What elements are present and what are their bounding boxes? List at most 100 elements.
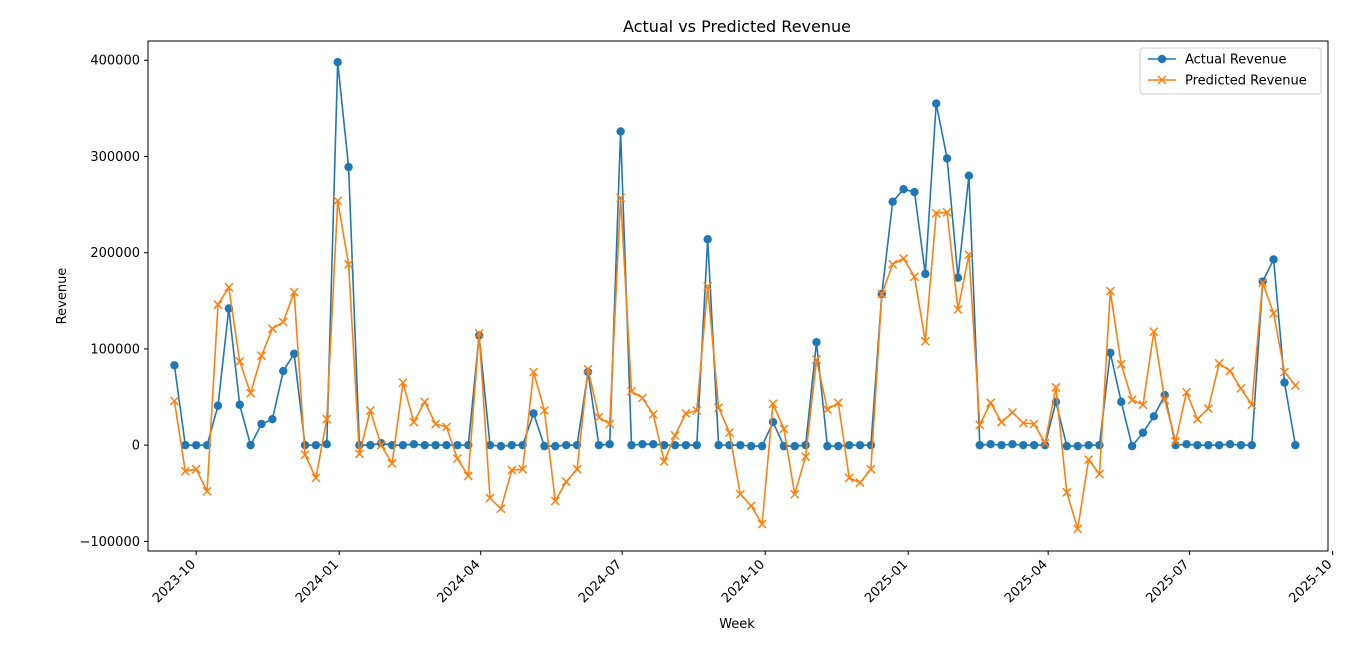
data-point bbox=[398, 378, 408, 388]
data-point bbox=[736, 440, 745, 450]
data-point bbox=[997, 440, 1006, 450]
data-point bbox=[1214, 358, 1224, 368]
data-point bbox=[191, 464, 201, 474]
data-point bbox=[1149, 412, 1159, 421]
data-point bbox=[496, 441, 506, 451]
legend-marker bbox=[1157, 54, 1167, 64]
data-point bbox=[1073, 441, 1082, 451]
data-point bbox=[1051, 382, 1061, 392]
data-point bbox=[888, 259, 898, 269]
data-point bbox=[1040, 440, 1050, 450]
data-point bbox=[724, 428, 734, 438]
data-point bbox=[953, 304, 963, 315]
data-point bbox=[1095, 440, 1104, 450]
data-point bbox=[354, 449, 364, 459]
y-axis: −100000 0 100000 200000 300000 400000 bbox=[79, 54, 148, 550]
data-point bbox=[866, 440, 876, 450]
data-point bbox=[562, 440, 571, 450]
data-point bbox=[441, 422, 452, 432]
legend-label: Actual Revenue bbox=[1185, 53, 1286, 68]
data-point bbox=[235, 400, 244, 409]
data-point bbox=[648, 409, 658, 419]
data-point bbox=[1040, 438, 1050, 448]
series-line bbox=[173, 197, 1297, 530]
data-point bbox=[267, 324, 277, 334]
data-point bbox=[1181, 387, 1192, 397]
data-point bbox=[1127, 441, 1137, 451]
data-point bbox=[398, 440, 408, 450]
data-point bbox=[246, 388, 256, 398]
data-point bbox=[1007, 407, 1017, 417]
x-tick-label: 2024-07 bbox=[576, 557, 625, 606]
data-point bbox=[833, 398, 843, 408]
data-point bbox=[1290, 380, 1300, 391]
data-point bbox=[333, 57, 342, 67]
data-point bbox=[1269, 308, 1279, 318]
y-tick-label: 300000 bbox=[90, 150, 140, 165]
data-point bbox=[757, 519, 767, 529]
data-point bbox=[681, 408, 691, 418]
data-point bbox=[942, 154, 952, 163]
data-point bbox=[1225, 366, 1235, 376]
data-point bbox=[431, 440, 440, 450]
data-point bbox=[670, 440, 680, 450]
data-point bbox=[910, 187, 919, 197]
data-point bbox=[311, 440, 321, 450]
data-point bbox=[1008, 439, 1017, 449]
data-point bbox=[551, 441, 560, 451]
data-point bbox=[953, 273, 963, 282]
data-point bbox=[452, 454, 462, 464]
legend-marker bbox=[1157, 75, 1167, 85]
y-tick-label: 100000 bbox=[90, 342, 140, 357]
data-point bbox=[692, 440, 702, 450]
data-point bbox=[638, 439, 647, 449]
data-point bbox=[942, 207, 952, 217]
data-point bbox=[975, 420, 985, 430]
data-point bbox=[431, 419, 441, 429]
data-point bbox=[986, 439, 995, 449]
data-point bbox=[932, 99, 941, 108]
data-point bbox=[964, 250, 974, 260]
data-point bbox=[191, 440, 201, 450]
data-point bbox=[496, 504, 506, 514]
data-point bbox=[659, 456, 669, 467]
data-point bbox=[322, 439, 331, 449]
legend-item: Predicted Revenue bbox=[1148, 74, 1307, 89]
data-point bbox=[931, 208, 941, 218]
data-point bbox=[1106, 348, 1115, 357]
data-point bbox=[170, 361, 179, 370]
data-point bbox=[909, 272, 919, 282]
data-point bbox=[801, 440, 810, 450]
data-point bbox=[1138, 400, 1148, 410]
data-point bbox=[507, 440, 516, 450]
chart-title: Actual vs Predicted Revenue bbox=[623, 17, 851, 36]
data-point bbox=[768, 417, 778, 427]
data-point bbox=[703, 235, 712, 244]
series-predicted bbox=[169, 193, 1300, 534]
data-point bbox=[442, 440, 451, 450]
data-point bbox=[649, 439, 658, 449]
data-point bbox=[387, 458, 397, 468]
data-point bbox=[289, 287, 299, 297]
data-point bbox=[1214, 440, 1224, 450]
data-point bbox=[692, 405, 702, 416]
data-point bbox=[246, 440, 255, 450]
data-point bbox=[311, 473, 321, 483]
data-point bbox=[790, 441, 799, 451]
series-line bbox=[173, 61, 1297, 447]
data-point bbox=[213, 401, 223, 410]
data-point bbox=[746, 501, 756, 511]
data-point bbox=[300, 450, 310, 460]
data-point bbox=[855, 440, 865, 450]
x-axis: 2023-10 2024-01 2024-04 2024-07 2024-10 2025-… bbox=[150, 551, 1335, 606]
data-point bbox=[747, 441, 756, 451]
data-point bbox=[474, 328, 484, 339]
data-point bbox=[1291, 440, 1300, 450]
data-point bbox=[888, 197, 897, 206]
data-point bbox=[616, 193, 626, 203]
data-point bbox=[1236, 440, 1246, 450]
data-point bbox=[866, 464, 876, 474]
legend-item: Actual Revenue bbox=[1148, 53, 1286, 68]
data-point bbox=[768, 399, 778, 409]
